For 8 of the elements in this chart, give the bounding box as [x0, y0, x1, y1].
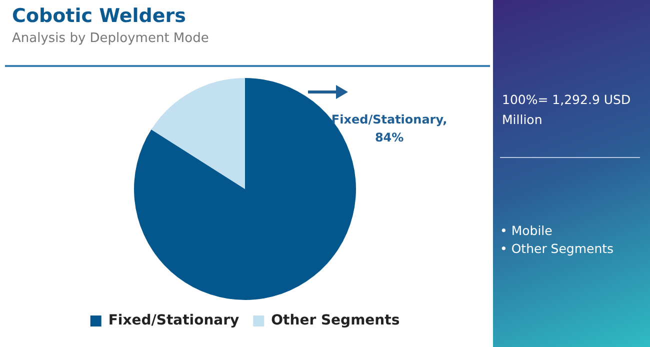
data-label: Fixed/Stationary, 84% — [331, 112, 448, 144]
text: • Other Segments — [500, 240, 614, 258]
legend-label: Other Segments — [271, 312, 400, 329]
text: • Mobile — [500, 222, 554, 240]
chart-title: Cobotic Welders — [12, 5, 186, 27]
chart-subtitle: Analysis by Deployment Mode — [12, 31, 209, 46]
legend-label: Fixed/Stationary — [108, 312, 240, 329]
text: 100%= 1,292.9 USD Million — [502, 91, 632, 129]
